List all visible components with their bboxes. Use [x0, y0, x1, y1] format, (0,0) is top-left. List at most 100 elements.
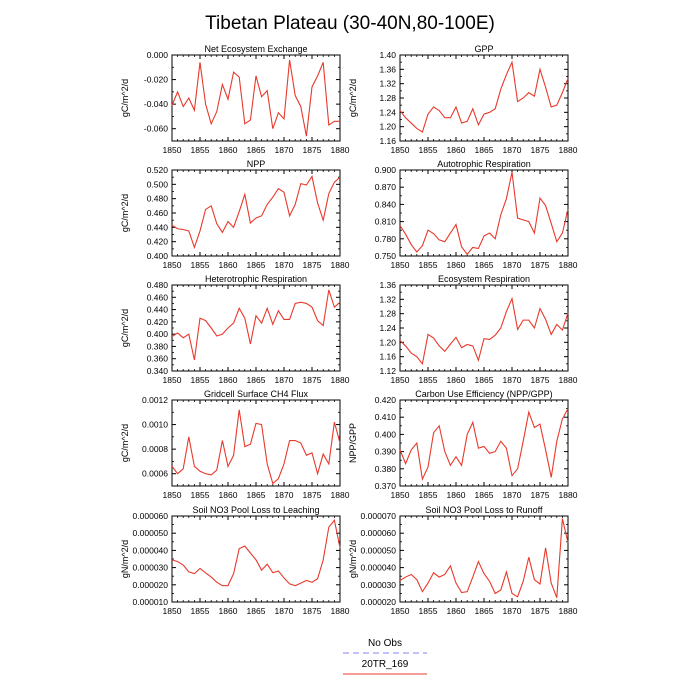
x-tick-label: 1860	[447, 145, 466, 155]
x-tick-label: 1850	[163, 375, 182, 385]
x-tick-label: 1860	[219, 260, 238, 270]
x-tick-label: 1880	[331, 260, 350, 270]
y-tick-label: 0.400	[147, 329, 169, 339]
x-tick-label: 1850	[391, 260, 410, 270]
panel-title: Ecosystem Respiration	[438, 274, 530, 284]
chart-panel-9: Soil NO3 Pool Loss to Runoff 1850 1855 1860…	[348, 505, 578, 616]
y-tick-label: 0.810	[375, 217, 397, 227]
panel-title: Soil NO3 Pool Loss to Leaching	[192, 505, 319, 515]
y-tick-label: 0.420	[147, 317, 169, 327]
plot-frame	[171, 284, 341, 372]
plot-frame	[399, 54, 569, 142]
y-axis-label: gC/m^2/d	[120, 79, 130, 117]
plot-frame	[171, 169, 341, 257]
y-tick-label: 1.32	[379, 294, 396, 304]
y-tick-label: 0.460	[147, 208, 169, 218]
x-tick-label: 1875	[303, 606, 322, 616]
series-line-20tr-169	[399, 408, 569, 481]
y-tick-label: 0.750	[375, 251, 397, 261]
series-line-20tr-169	[171, 59, 340, 137]
y-tick-label: 0.420	[375, 395, 397, 405]
x-tick-label: 1865	[475, 375, 494, 385]
x-tick-label: 1880	[331, 145, 350, 155]
y-tick-label: 0.480	[147, 280, 169, 290]
y-tick-label: 0.400	[147, 251, 169, 261]
y-tick-label: 0.0008	[142, 444, 168, 454]
y-axis-label: gN/m^2/d	[348, 540, 358, 578]
chart-panel-2: NPP 1850 1855 1860 1865 1870 1875 1880 0.400 0.42…	[120, 159, 350, 270]
y-tick-label: 0.390	[375, 447, 397, 457]
y-tick-label: 0.0010	[142, 420, 168, 430]
x-tick-label: 1875	[531, 606, 550, 616]
panel-title: NPP	[247, 159, 266, 169]
y-axis-label: NPP/GPP	[348, 423, 358, 463]
panel-title: Gridcell Surface CH4 Flux	[204, 389, 309, 399]
y-tick-label: 0.370	[375, 481, 397, 491]
x-tick-label: 1880	[331, 606, 350, 616]
y-tick-label: 0.000020	[133, 580, 169, 590]
y-tick-label: 0.400	[375, 429, 397, 439]
y-tick-label: 1.24	[379, 107, 396, 117]
plot-frame	[399, 515, 569, 603]
x-tick-label: 1850	[391, 606, 410, 616]
x-tick-label: 1875	[531, 490, 550, 500]
plot-frame	[171, 54, 341, 142]
y-axis-label: gC/m^2/d	[120, 194, 130, 232]
x-tick-label: 1875	[531, 375, 550, 385]
y-tick-label: 1.36	[379, 64, 396, 74]
panel-title: Autotrophic Respiration	[437, 159, 531, 169]
panel-title: Carbon Use Efficiency (NPP/GPP)	[415, 389, 552, 399]
x-tick-label: 1855	[191, 606, 210, 616]
y-tick-label: 0.340	[147, 366, 169, 376]
y-tick-label: 1.32	[379, 79, 396, 89]
panel-title: Heterotrophic Respiration	[205, 274, 307, 284]
x-tick-label: 1870	[275, 145, 294, 155]
x-tick-label: 1870	[275, 606, 294, 616]
x-tick-label: 1860	[447, 490, 466, 500]
x-tick-label: 1860	[219, 145, 238, 155]
y-tick-label: 0.410	[375, 412, 397, 422]
y-tick-label: 1.16	[379, 352, 396, 362]
y-tick-label: 0.870	[375, 182, 397, 192]
chart-panel-6: Gridcell Surface CH4 Flux 1850 1855 1860 186…	[120, 389, 350, 500]
series-line-20tr-169	[399, 296, 569, 366]
x-tick-label: 1865	[247, 490, 266, 500]
x-tick-label: 1855	[191, 375, 210, 385]
y-tick-label: 1.28	[379, 93, 396, 103]
x-tick-label: 1860	[219, 490, 238, 500]
x-tick-label: 1880	[559, 145, 578, 155]
chart-panel-0: Net Ecosystem Exchange 1850 1855 1860 1865 18…	[120, 44, 350, 155]
panel-title: Net Ecosystem Exchange	[204, 44, 307, 54]
plot-frame	[399, 284, 569, 372]
series-line-20tr-169	[171, 175, 341, 250]
y-axis-label: gC/m^2/d	[348, 79, 358, 117]
legend: No Obs 20TR_169	[343, 638, 427, 675]
y-tick-label: 0.840	[375, 199, 397, 209]
y-axis-label: gC/m^2/d	[120, 424, 130, 462]
y-tick-label: 0.380	[147, 341, 169, 351]
x-tick-label: 1875	[531, 260, 550, 270]
y-tick-label: 0.500	[147, 179, 169, 189]
x-tick-label: 1870	[275, 490, 294, 500]
x-tick-label: 1855	[191, 260, 210, 270]
x-tick-label: 1860	[447, 375, 466, 385]
series-line-20tr-169	[171, 409, 341, 485]
x-tick-label: 1850	[391, 145, 410, 155]
x-tick-label: 1865	[475, 606, 494, 616]
y-tick-label: 1.24	[379, 323, 396, 333]
panels-group: Net Ecosystem Exchange 1850 1855 1860 1865 18…	[120, 44, 578, 616]
y-tick-label: 1.28	[379, 309, 396, 319]
y-tick-label: 1.40	[379, 50, 396, 60]
x-tick-label: 1880	[331, 490, 350, 500]
x-tick-label: 1865	[247, 260, 266, 270]
x-tick-label: 1850	[391, 375, 410, 385]
y-tick-label: 0.0006	[142, 469, 168, 479]
y-tick-label: 0.520	[147, 165, 169, 175]
x-tick-label: 1850	[163, 606, 182, 616]
x-tick-label: 1865	[247, 606, 266, 616]
y-tick-label: 0.360	[147, 354, 169, 364]
x-tick-label: 1850	[391, 490, 410, 500]
x-tick-label: 1855	[419, 490, 438, 500]
x-tick-label: 1870	[503, 490, 522, 500]
chart-panel-3: Autotrophic Respiration 1850 1855 1860 1865 1…	[375, 159, 578, 270]
